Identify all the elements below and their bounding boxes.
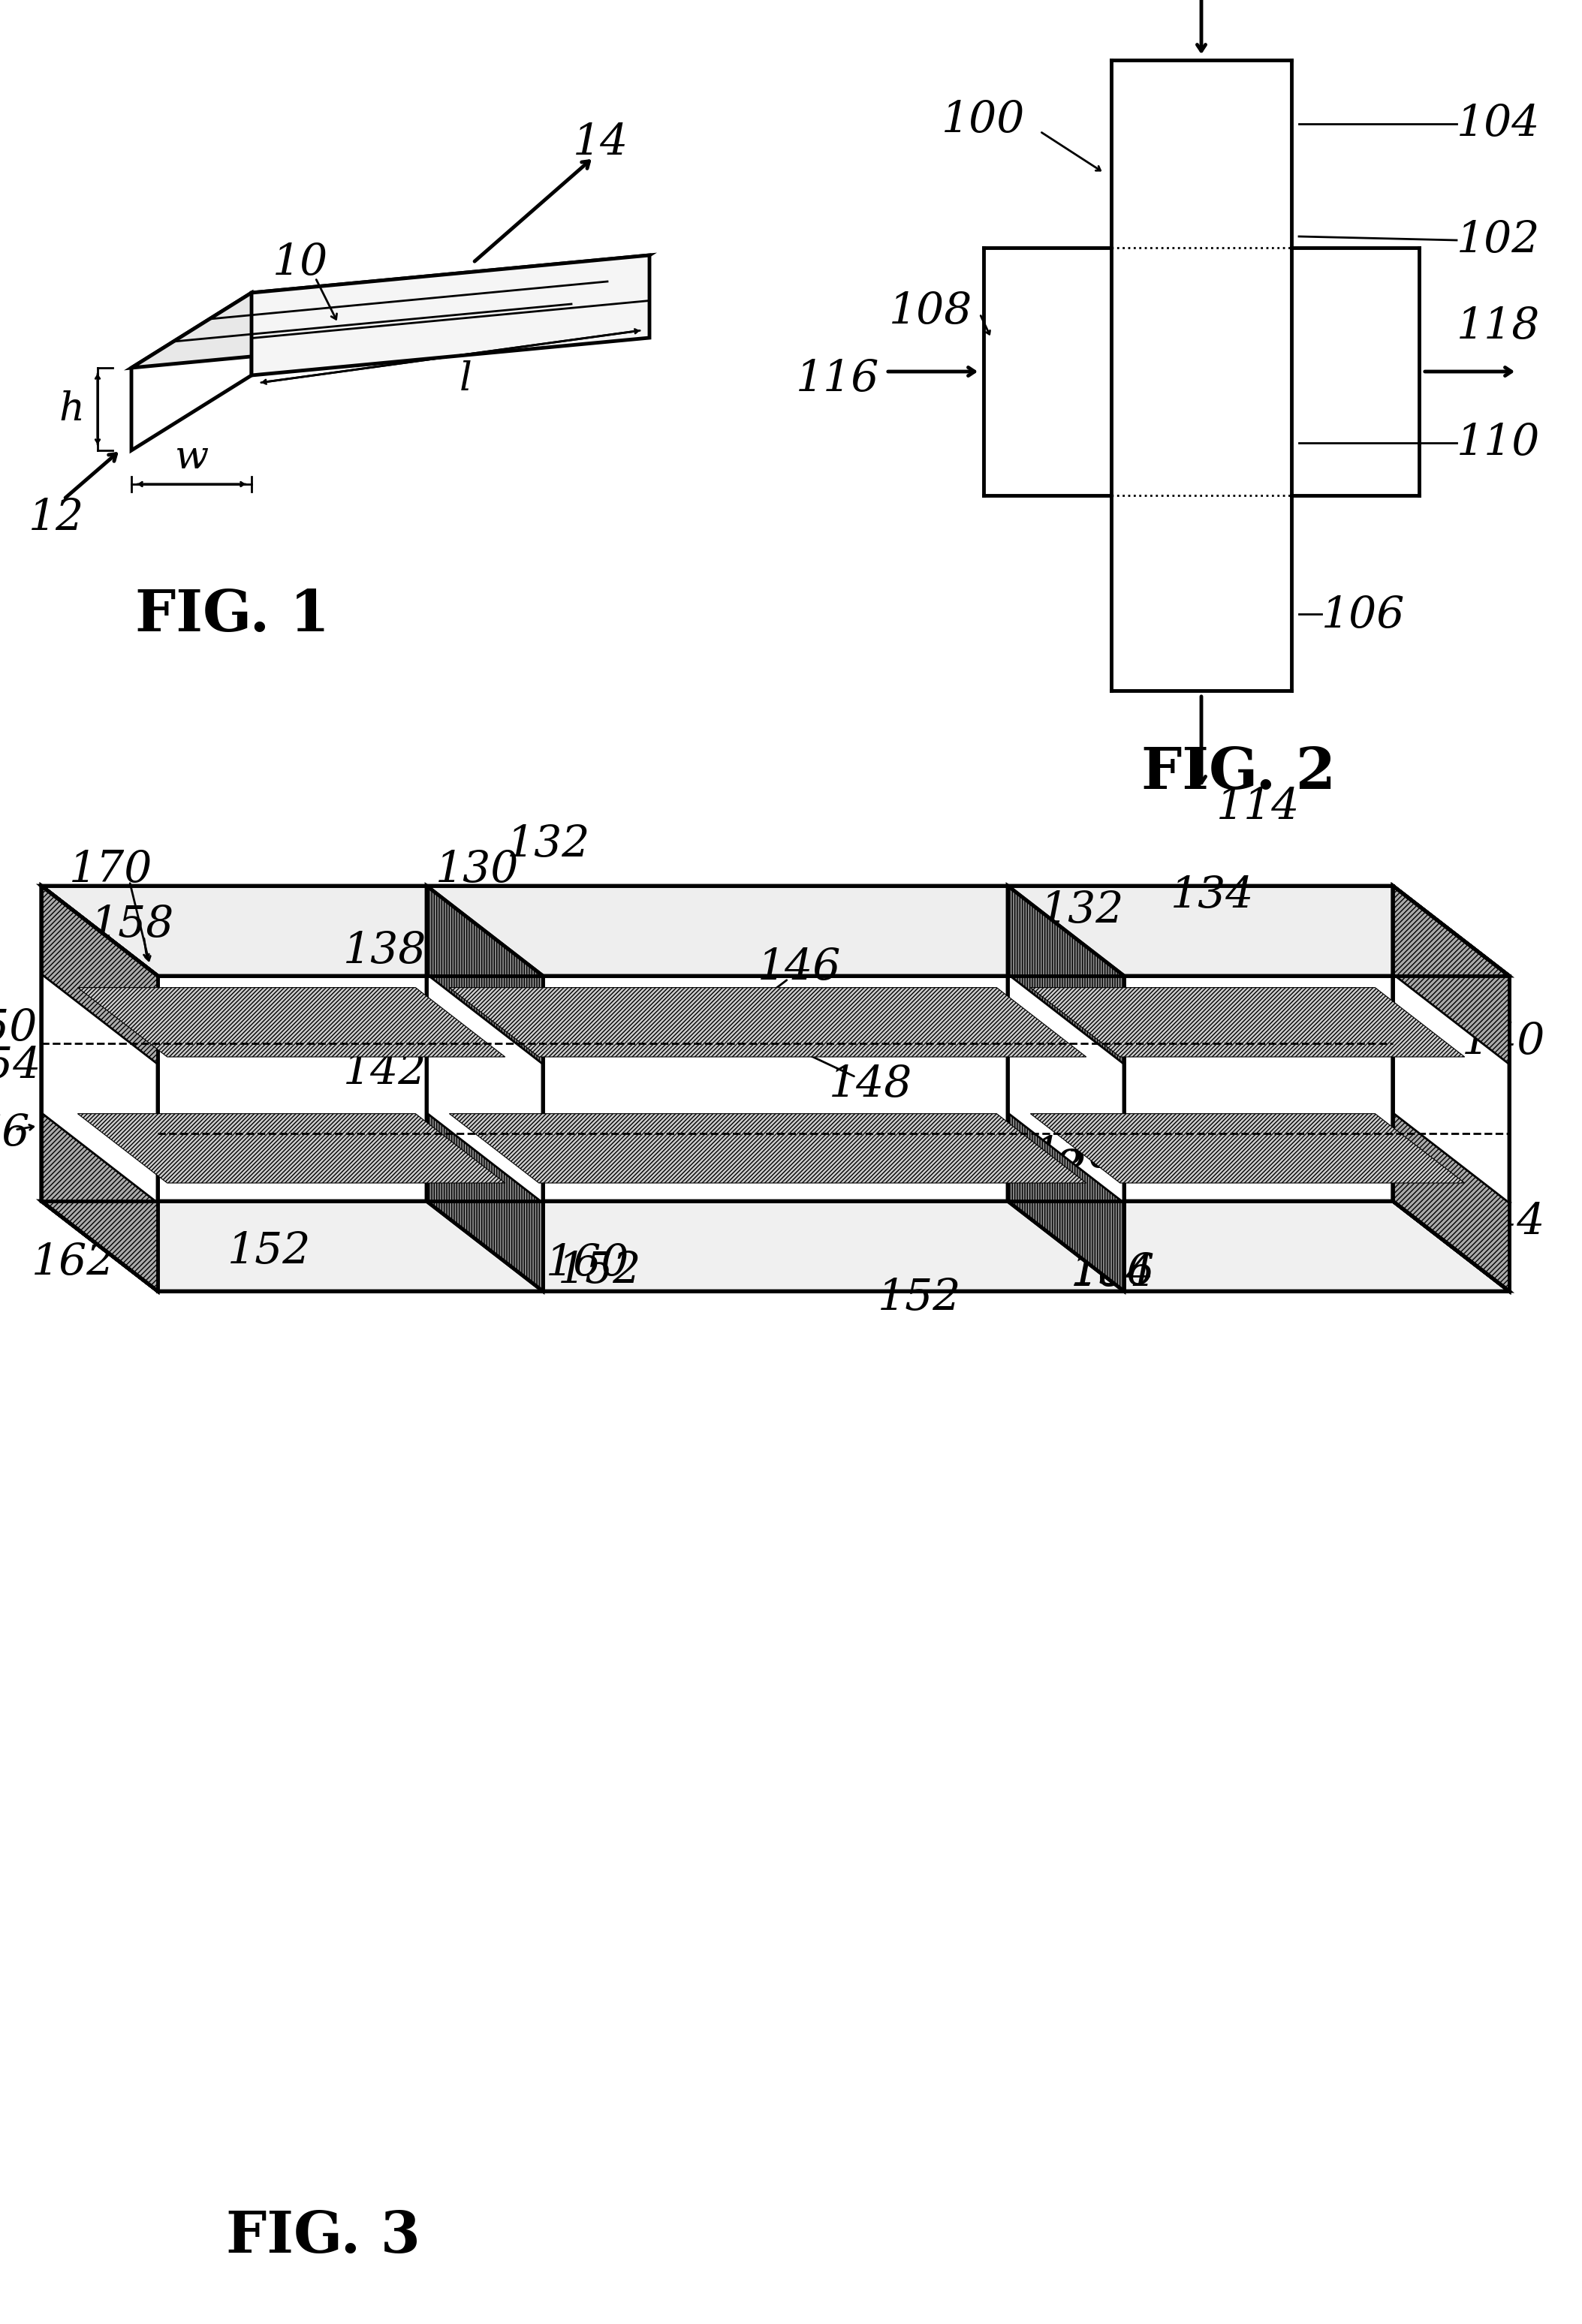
Polygon shape bbox=[78, 988, 505, 1057]
Text: FIG. 1: FIG. 1 bbox=[136, 588, 331, 644]
Text: 100: 100 bbox=[941, 100, 1025, 142]
Text: 106: 106 bbox=[1321, 595, 1405, 637]
Text: 152: 152 bbox=[878, 1276, 962, 1320]
Polygon shape bbox=[1392, 885, 1509, 1292]
Text: 134: 134 bbox=[1171, 874, 1255, 916]
Polygon shape bbox=[1008, 1113, 1123, 1292]
Text: l: l bbox=[459, 360, 471, 397]
Text: 152: 152 bbox=[228, 1229, 312, 1274]
Text: 130: 130 bbox=[435, 848, 519, 890]
Text: 154: 154 bbox=[0, 1046, 41, 1088]
Text: 168: 168 bbox=[1000, 1148, 1084, 1190]
Polygon shape bbox=[427, 885, 543, 1064]
Text: 162: 162 bbox=[32, 1241, 115, 1283]
Polygon shape bbox=[131, 293, 252, 451]
Text: 166: 166 bbox=[0, 1113, 30, 1155]
Text: 114: 114 bbox=[1217, 786, 1300, 827]
Text: 140: 140 bbox=[1462, 1020, 1546, 1062]
Text: 144: 144 bbox=[1462, 1202, 1546, 1243]
Polygon shape bbox=[1392, 885, 1509, 1292]
Text: 116: 116 bbox=[796, 358, 880, 400]
Text: 152: 152 bbox=[558, 1250, 642, 1292]
Polygon shape bbox=[427, 885, 543, 1292]
Text: 138: 138 bbox=[343, 930, 427, 971]
Text: 148: 148 bbox=[829, 1064, 913, 1106]
Text: 14: 14 bbox=[573, 121, 628, 163]
Text: 158: 158 bbox=[90, 904, 174, 946]
Polygon shape bbox=[449, 988, 1087, 1057]
Text: 164: 164 bbox=[1071, 1253, 1155, 1294]
Text: 108: 108 bbox=[889, 290, 973, 332]
Polygon shape bbox=[427, 1113, 543, 1292]
Polygon shape bbox=[78, 1113, 505, 1183]
Polygon shape bbox=[131, 256, 650, 367]
Text: 132: 132 bbox=[1041, 890, 1125, 932]
Text: w: w bbox=[174, 439, 209, 476]
Text: 150: 150 bbox=[0, 1006, 38, 1050]
Text: 170: 170 bbox=[70, 848, 152, 890]
Polygon shape bbox=[1392, 885, 1509, 1064]
Polygon shape bbox=[1392, 1113, 1509, 1292]
Polygon shape bbox=[449, 1113, 1087, 1183]
Polygon shape bbox=[41, 885, 1509, 976]
Text: FIG. 2: FIG. 2 bbox=[1142, 746, 1337, 802]
Text: 102: 102 bbox=[1457, 218, 1541, 260]
Text: 118: 118 bbox=[1457, 304, 1541, 349]
Polygon shape bbox=[252, 256, 650, 374]
Text: 136: 136 bbox=[1033, 1134, 1117, 1176]
Text: 156: 156 bbox=[1071, 1250, 1155, 1294]
Text: 146: 146 bbox=[758, 946, 842, 988]
Text: FIG. 3: FIG. 3 bbox=[226, 2210, 421, 2264]
Text: 110: 110 bbox=[1457, 421, 1541, 465]
Text: 160: 160 bbox=[546, 1241, 630, 1285]
Text: h: h bbox=[59, 390, 84, 428]
Polygon shape bbox=[1030, 988, 1465, 1057]
Text: 10: 10 bbox=[272, 242, 327, 284]
Text: 142: 142 bbox=[343, 1050, 427, 1095]
Polygon shape bbox=[1030, 1113, 1465, 1183]
Polygon shape bbox=[41, 885, 158, 1292]
Polygon shape bbox=[1008, 885, 1123, 1064]
Polygon shape bbox=[41, 885, 158, 1292]
Text: 104: 104 bbox=[1457, 102, 1541, 144]
Polygon shape bbox=[41, 1202, 1509, 1292]
Text: 132: 132 bbox=[506, 823, 590, 865]
Polygon shape bbox=[1008, 885, 1123, 1292]
Polygon shape bbox=[41, 1113, 158, 1292]
Text: 12: 12 bbox=[28, 497, 84, 539]
Polygon shape bbox=[41, 885, 158, 1064]
